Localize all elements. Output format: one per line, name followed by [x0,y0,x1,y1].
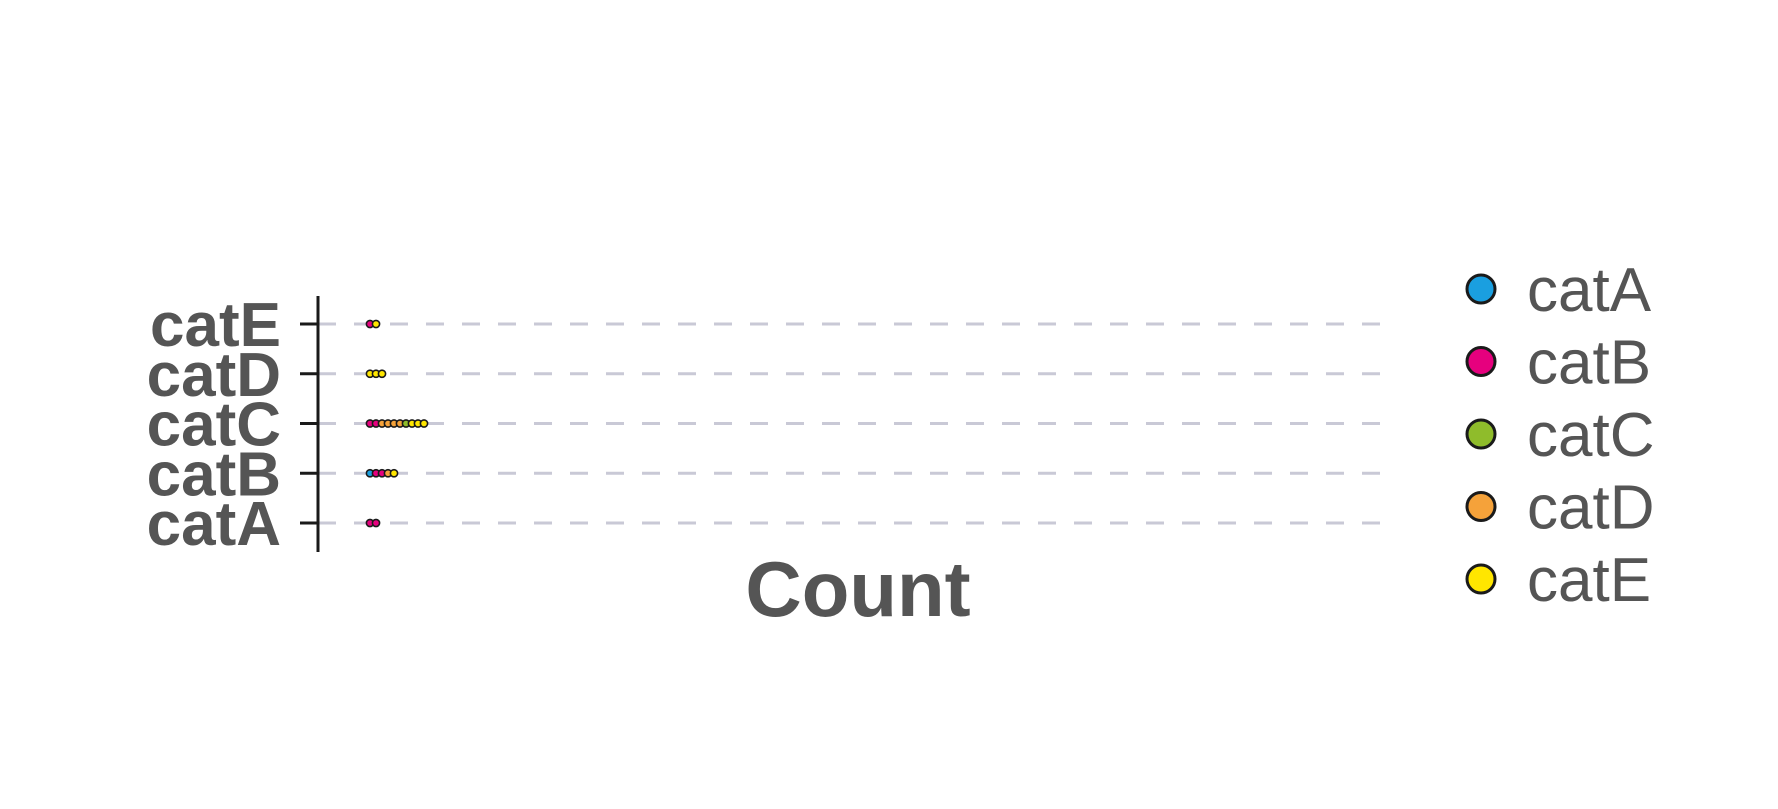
y-tick-label: catB [147,440,281,509]
dots [365,319,429,528]
gridlines [318,322,1398,525]
legend-label: catA [1527,256,1652,325]
dot-catD-catE [377,369,387,379]
y-ticks [300,322,318,525]
legend-label: catD [1527,474,1654,543]
y-tick-label: catA [147,490,281,559]
legend-swatch-catA [1465,273,1497,305]
legend-label: catB [1527,329,1651,398]
legend-swatch-catD [1465,491,1497,522]
dot-catE-catE [371,319,381,329]
y-tick-label: catD [147,341,281,410]
dot-catA-catB [371,518,381,528]
y-tick-label: catE [150,291,281,360]
dot-catB-catE [389,468,399,478]
y-tick-label: catC [147,391,281,460]
x-axis-label: Count [745,545,970,633]
dot-catC-catE [419,419,429,428]
legend-label: catE [1527,546,1651,615]
legend-swatch-catE [1465,563,1497,595]
legend-swatch-catC [1465,418,1497,450]
legend-label: catC [1527,401,1654,470]
legend-swatch-catB [1465,346,1497,377]
